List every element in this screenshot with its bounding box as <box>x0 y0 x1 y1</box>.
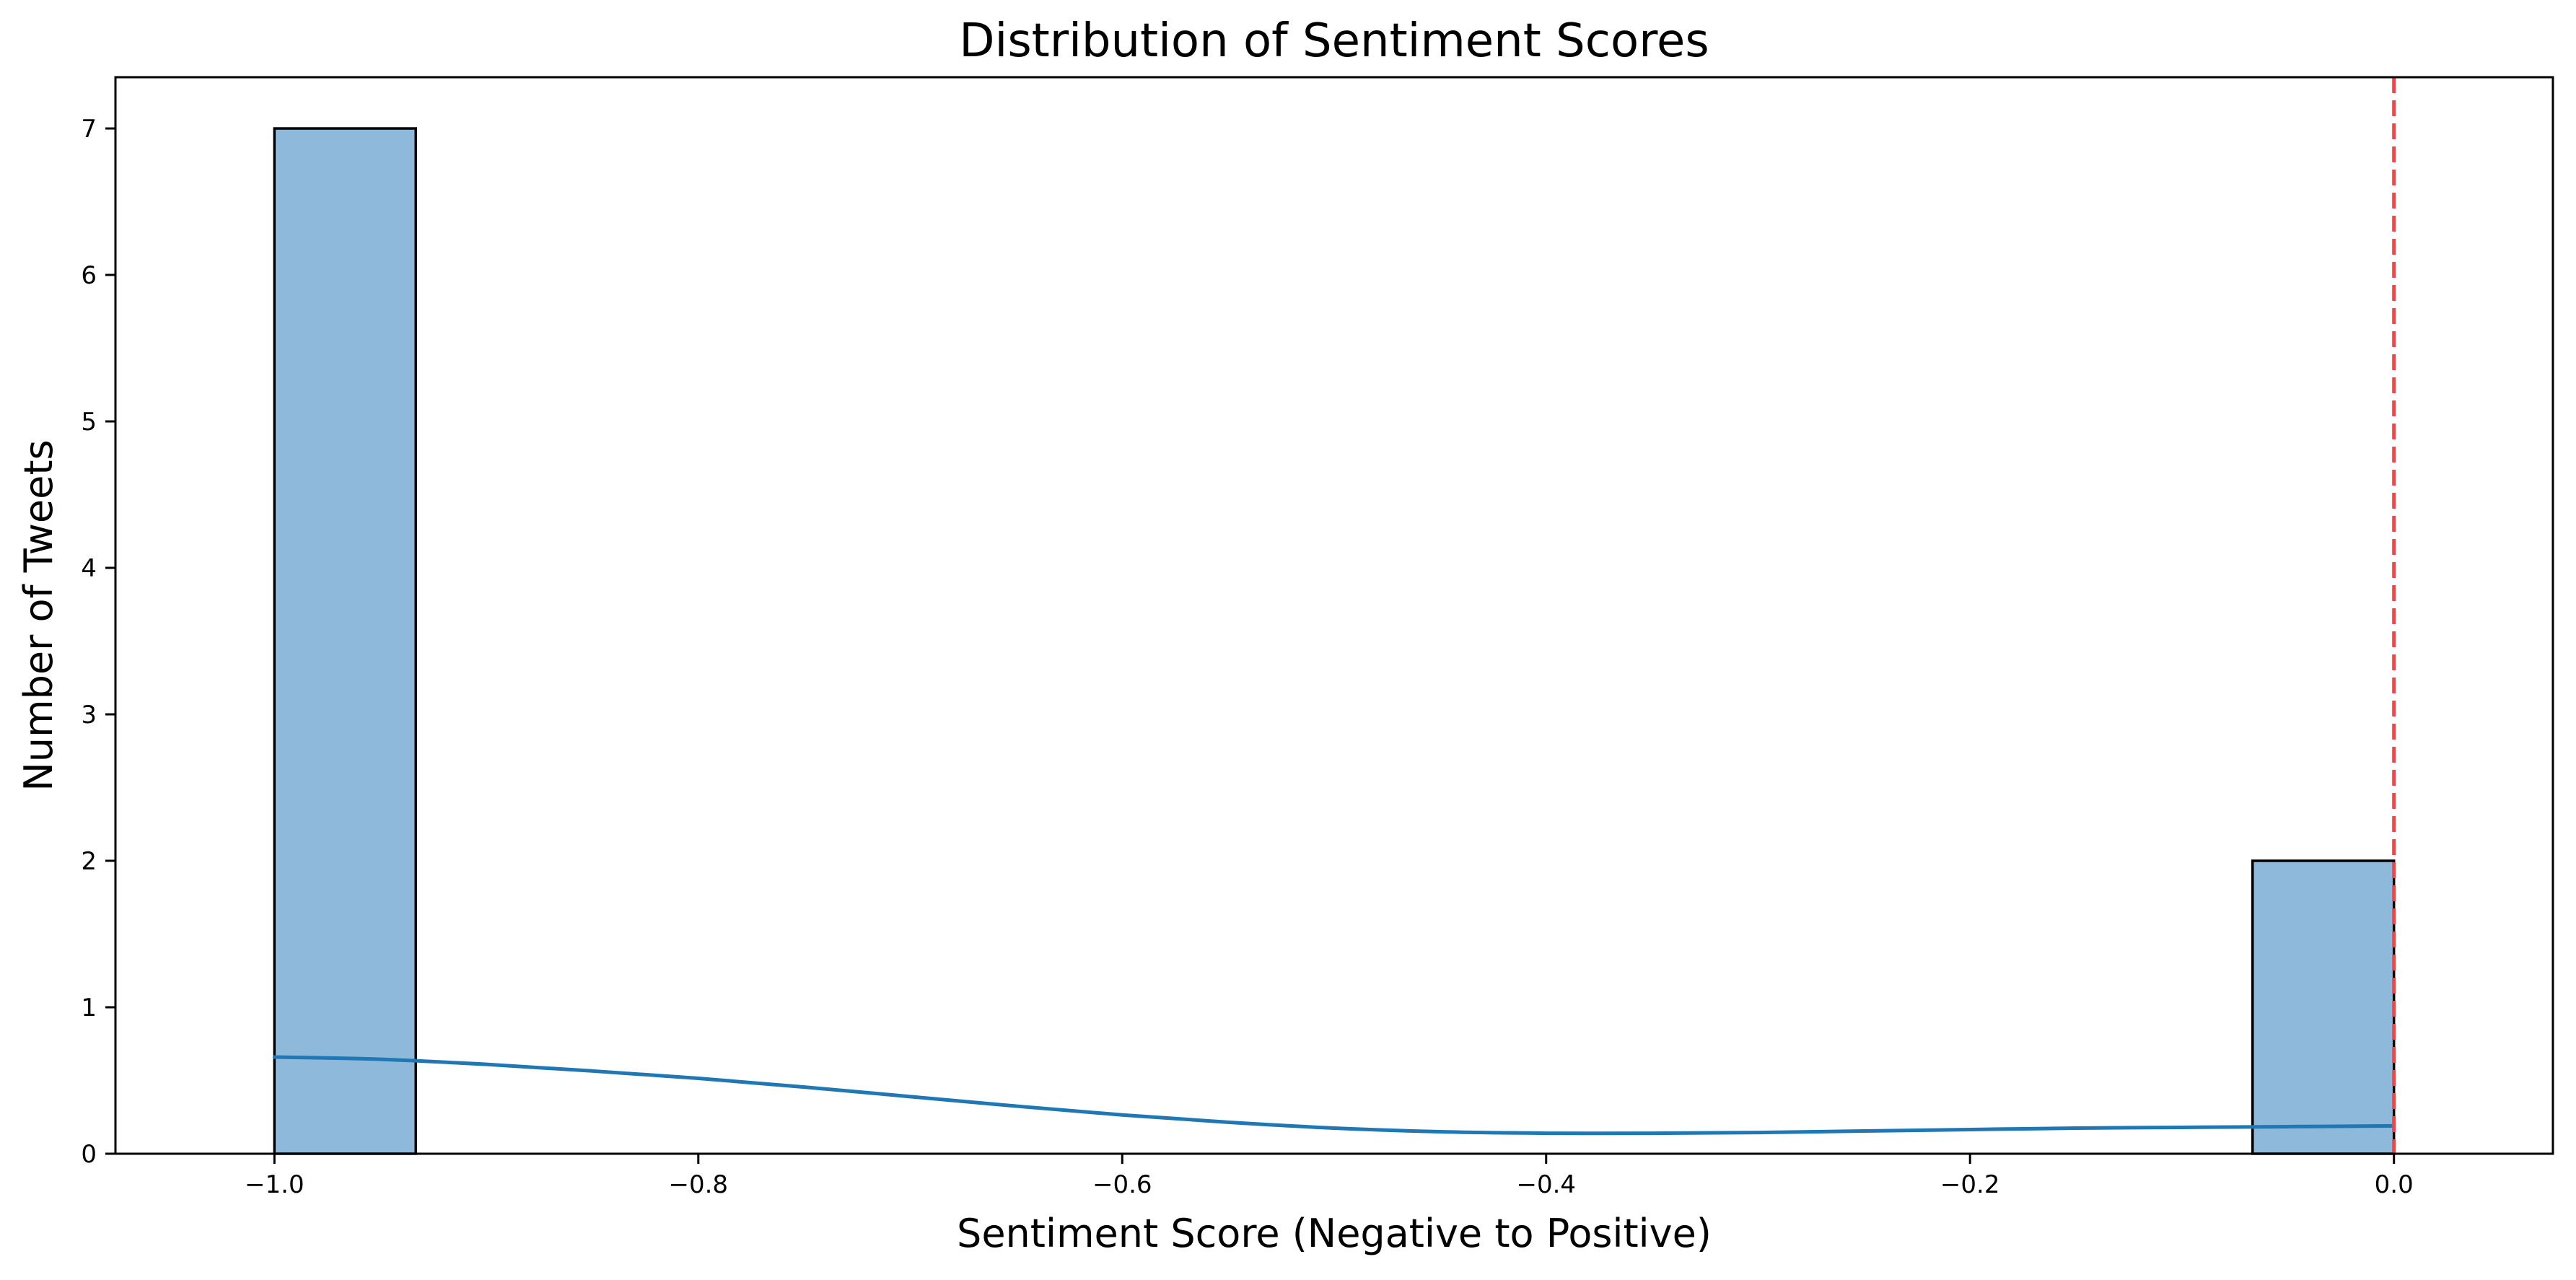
y-tick-label: 4 <box>81 554 97 583</box>
kde-curve <box>272 1055 2396 1136</box>
x-tick-label: −0.8 <box>669 1170 729 1199</box>
y-tick-label: 6 <box>81 261 97 290</box>
x-tick-label: −0.4 <box>1516 1170 1576 1199</box>
y-tick-label: 7 <box>81 115 97 144</box>
chart-title: Distribution of Sentiment Scores <box>959 14 1709 68</box>
kde-layer <box>272 1055 2396 1136</box>
y-tick-label: 1 <box>81 994 97 1022</box>
x-tick-label: −0.2 <box>1940 1170 2000 1199</box>
x-axis: −1.0 −0.8 −0.6 −0.4 −0.2 0.0 <box>245 1154 2414 1199</box>
x-tick-label: −1.0 <box>245 1170 305 1199</box>
y-axis-title: Number of Tweets <box>16 439 61 791</box>
x-tick-label: −0.6 <box>1092 1170 1152 1199</box>
y-tick-label: 5 <box>81 408 97 437</box>
y-axis: 0 1 2 3 4 5 6 7 <box>81 115 115 1169</box>
bars-layer <box>273 127 2396 1155</box>
histogram-bar <box>2251 859 2396 1155</box>
y-tick-label: 0 <box>81 1140 97 1169</box>
histogram-bar <box>273 127 417 1155</box>
x-tick-label: 0.0 <box>2375 1170 2414 1199</box>
y-tick-label: 2 <box>81 847 97 876</box>
y-tick-label: 3 <box>81 701 97 729</box>
plot-area-frame <box>114 76 2554 1155</box>
x-axis-title: Sentiment Score (Negative to Positive) <box>957 1211 1712 1256</box>
